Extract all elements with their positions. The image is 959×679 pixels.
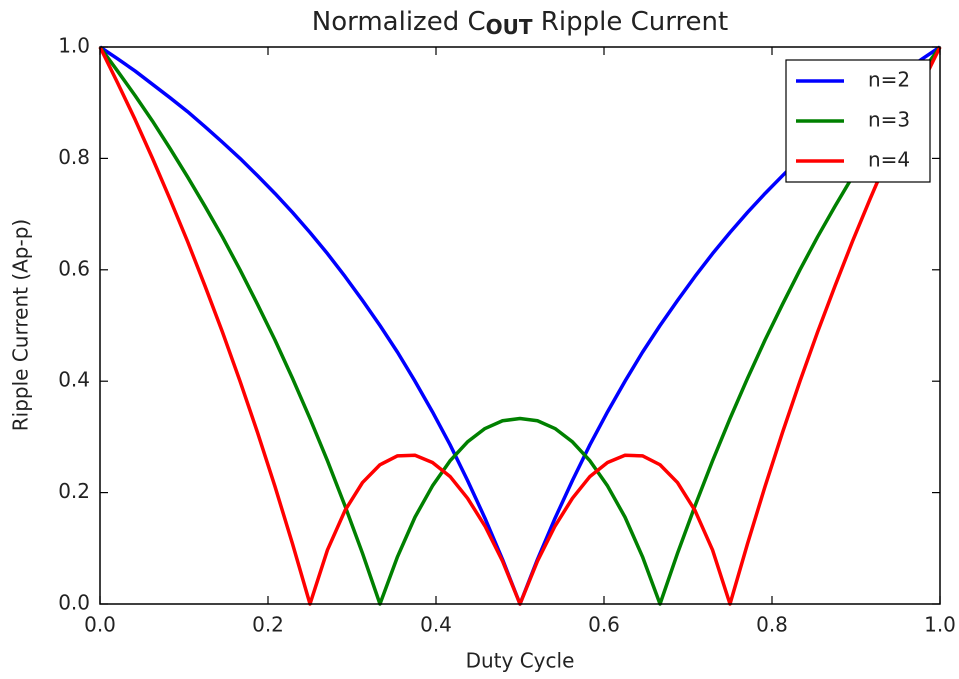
series-line bbox=[98, 45, 942, 606]
x-tick-label: 0.4 bbox=[420, 613, 452, 637]
plot-frame bbox=[99, 46, 941, 605]
title-subscript: OUT bbox=[486, 15, 533, 39]
x-tick-label: 0.8 bbox=[756, 613, 788, 637]
legend-label: n=4 bbox=[868, 148, 910, 172]
x-tick-label: 0.6 bbox=[588, 613, 620, 637]
x-tick-label: 0.0 bbox=[84, 613, 116, 637]
title-text: Normalized C bbox=[312, 7, 486, 37]
y-tick-label: 0.2 bbox=[58, 479, 90, 503]
legend-label: n=3 bbox=[868, 108, 910, 132]
y-tick-label: 1.0 bbox=[58, 34, 90, 58]
y-tick-label: 0.0 bbox=[58, 591, 90, 615]
legend: n=2 n=3 n=4 bbox=[785, 59, 931, 183]
y-tick-label: 0.4 bbox=[58, 368, 90, 392]
title-text: Ripple Current bbox=[533, 7, 729, 37]
y-tick-label: 0.8 bbox=[58, 145, 90, 169]
x-tick-label: 0.2 bbox=[252, 613, 284, 637]
x-axis-label: Duty Cycle bbox=[466, 649, 575, 673]
y-axis-label: Ripple Current (Ap-p) bbox=[9, 219, 33, 431]
legend-label: n=2 bbox=[868, 68, 910, 92]
y-tick-label: 0.6 bbox=[58, 256, 90, 280]
chart-title: Normalized COUT Ripple Current bbox=[312, 7, 728, 39]
x-tick-label: 1.0 bbox=[924, 613, 956, 637]
